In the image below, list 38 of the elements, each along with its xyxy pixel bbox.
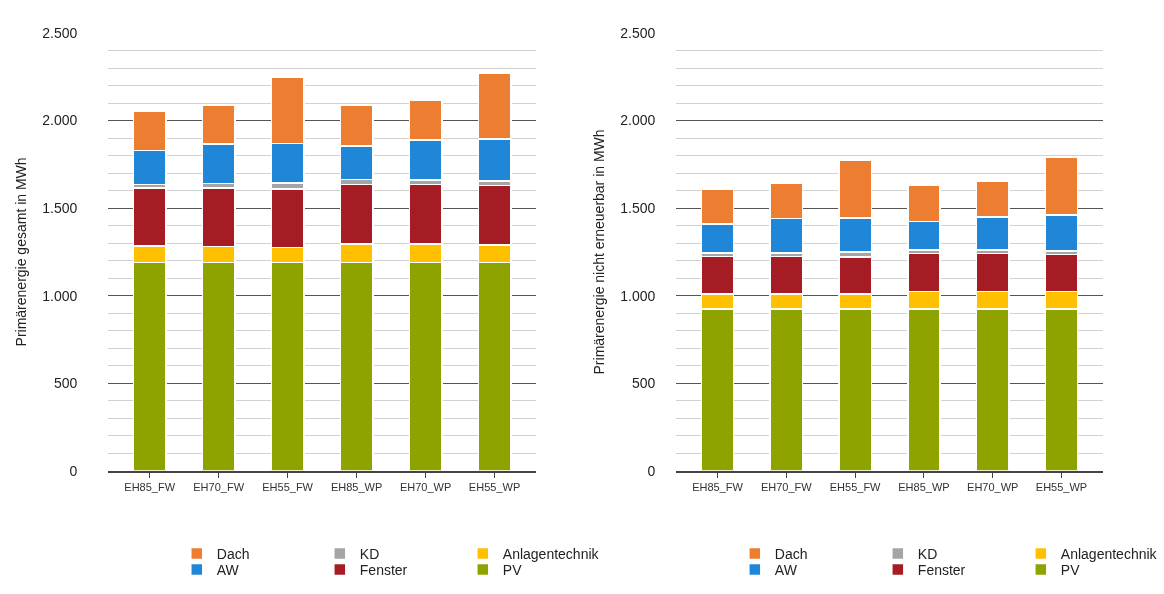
x-tick-label: EH55_FW xyxy=(262,480,314,493)
legend-label: PV xyxy=(1060,562,1081,579)
legend-label: AW xyxy=(774,562,798,579)
legend-label: Fenster xyxy=(917,562,966,579)
y-tick-label: 2.500 xyxy=(42,24,78,41)
legend-label: Anlagentechnik xyxy=(502,545,600,562)
x-tick-label: EH55_FW xyxy=(829,480,882,493)
x-tick-label: EH55_WP xyxy=(468,480,521,493)
legend-label: Dach xyxy=(774,545,808,562)
x-tick-label: EH85_WP xyxy=(330,480,383,493)
legend-label: KD xyxy=(359,545,380,562)
y-tick-label: 1.000 xyxy=(620,287,656,304)
x-tick-label: EH70_FW xyxy=(760,480,813,493)
legend-label: AW xyxy=(216,562,240,579)
legend-label: KD xyxy=(917,545,938,562)
y-tick-label: 500 xyxy=(631,375,656,392)
y-axis-title: Primärenergie nicht erneuerbar in MWh xyxy=(590,129,607,375)
x-tick-label: EH70_FW xyxy=(193,480,245,493)
x-tick-label: EH55_WP xyxy=(1035,480,1088,493)
y-tick-label: 0 xyxy=(647,462,656,479)
x-tick-label: EH70_WP xyxy=(399,480,452,493)
legend-label: Fenster xyxy=(359,562,408,579)
x-tick-label: EH85_FW xyxy=(124,480,176,493)
y-tick-label: 0 xyxy=(69,462,78,479)
y-tick-label: 500 xyxy=(53,375,78,392)
y-tick-label: 1.000 xyxy=(42,287,78,304)
y-tick-label: 1.500 xyxy=(620,200,656,217)
x-tick-label: EH70_WP xyxy=(967,480,1019,493)
y-axis-title: Primärenergie gesamt in MWh xyxy=(12,157,29,347)
y-tick-label: 2.000 xyxy=(42,112,78,129)
x-tick-label: EH85_FW xyxy=(692,480,744,493)
legend-label: Dach xyxy=(216,545,250,562)
legend-label: Anlagentechnik xyxy=(1060,545,1158,562)
y-tick-label: 2.500 xyxy=(620,24,656,41)
legend-label: PV xyxy=(502,562,523,579)
y-tick-label: 2.000 xyxy=(620,112,656,129)
x-tick-label: EH85_WP xyxy=(898,480,950,493)
y-tick-label: 1.500 xyxy=(42,200,78,217)
